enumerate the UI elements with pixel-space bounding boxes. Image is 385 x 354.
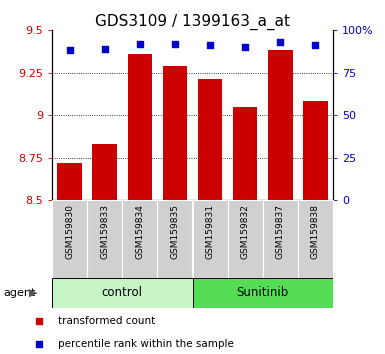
- Text: GSM159834: GSM159834: [135, 204, 144, 259]
- Bar: [92, 144, 117, 200]
- Text: agent: agent: [4, 288, 36, 298]
- Bar: [263, 200, 298, 278]
- Point: [172, 41, 178, 46]
- Point: [207, 42, 213, 48]
- Bar: [233, 107, 258, 200]
- Bar: [162, 66, 187, 200]
- Bar: [268, 51, 293, 200]
- Text: transformed count: transformed count: [58, 316, 155, 326]
- Text: GSM159837: GSM159837: [276, 204, 285, 259]
- Text: control: control: [102, 286, 143, 299]
- Bar: [127, 54, 152, 200]
- Point: [242, 44, 248, 50]
- Text: GSM159832: GSM159832: [241, 204, 250, 259]
- Point: [102, 46, 108, 52]
- Bar: [192, 200, 228, 278]
- Bar: [198, 79, 223, 200]
- Bar: [122, 200, 157, 278]
- Text: ▶: ▶: [29, 288, 37, 298]
- Point: [277, 39, 283, 45]
- Bar: [52, 200, 87, 278]
- Bar: [228, 200, 263, 278]
- Bar: [87, 200, 122, 278]
- Point: [137, 41, 143, 46]
- Bar: [52, 278, 192, 308]
- Text: GSM159838: GSM159838: [311, 204, 320, 259]
- Bar: [192, 278, 333, 308]
- Text: Sunitinib: Sunitinib: [237, 286, 289, 299]
- Text: GSM159830: GSM159830: [65, 204, 74, 259]
- Text: GSM159835: GSM159835: [171, 204, 179, 259]
- Bar: [57, 162, 82, 200]
- Point: [312, 42, 318, 48]
- Text: GSM159833: GSM159833: [100, 204, 109, 259]
- Bar: [157, 200, 192, 278]
- Text: GSM159831: GSM159831: [206, 204, 214, 259]
- Bar: [303, 102, 328, 200]
- Title: GDS3109 / 1399163_a_at: GDS3109 / 1399163_a_at: [95, 14, 290, 30]
- Point: [67, 48, 73, 53]
- Text: percentile rank within the sample: percentile rank within the sample: [58, 339, 234, 349]
- Bar: [298, 200, 333, 278]
